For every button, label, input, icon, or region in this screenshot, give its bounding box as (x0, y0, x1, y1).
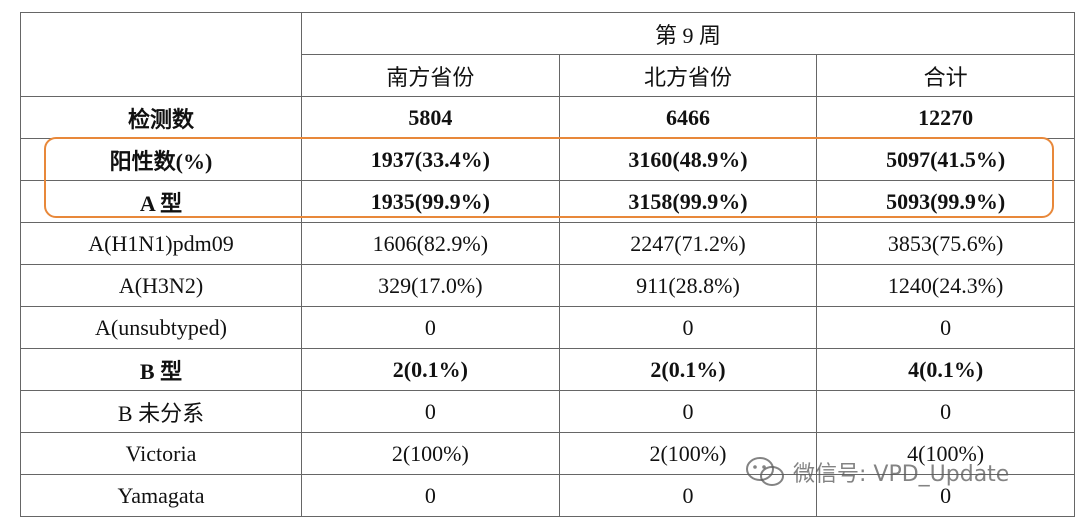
cell: 3160(48.9%) (558, 138, 818, 181)
cell: 3853(75.6%) (816, 222, 1075, 265)
highlight-box (44, 137, 1054, 218)
table-row: Victoria 2(100%) 2(100%) 4(100%) (20, 432, 1075, 475)
corner-cell (20, 12, 302, 97)
cell: Victoria (20, 432, 302, 475)
watermark-text: 微信号: VPD_Update (793, 462, 1010, 487)
cell: 1606(82.9%) (301, 222, 560, 265)
table-row: A(H3N2) 329(17.0%) 911(28.8%) 1240(24.3%) (20, 264, 1075, 307)
cell: 0 (816, 306, 1075, 349)
header-row: 南方省份 北方省份 合计 (21, 54, 1075, 97)
wechat-icon (746, 457, 784, 486)
cell: 2(100%) (301, 432, 560, 475)
cell: A(H3N2) (20, 264, 302, 307)
cell: 12270 (816, 96, 1075, 139)
cell: 0 (558, 306, 818, 349)
table-row: Yamagata 0 0 0 (20, 474, 1075, 517)
cell: A(unsubtyped) (20, 306, 302, 349)
column-header: 合计 (816, 54, 1075, 97)
cell: 0 (816, 390, 1075, 433)
table-row: B 未分系 0 0 0 (20, 390, 1075, 433)
column-header: 北方省份 (558, 54, 818, 97)
cell: 2(0.1%) (558, 348, 818, 391)
cell: 911(28.8%) (558, 264, 818, 307)
cell: 5804 (301, 96, 560, 139)
cell: 0 (558, 390, 818, 433)
cell: 检测数 (20, 96, 302, 139)
cell: 329(17.0%) (301, 264, 560, 307)
cell: 0 (558, 474, 818, 517)
cell: 4(100%) (816, 432, 1075, 475)
cell: 4(0.1%) (816, 348, 1075, 391)
column-header: 南方省份 (301, 54, 560, 97)
period-header: 第 9 周 (301, 12, 1075, 55)
cell: 0 (816, 474, 1075, 517)
cell: 3158(99.9%) (558, 180, 818, 223)
header-row: 第 9 周 (20, 12, 1075, 97)
cell: B 型 (20, 348, 302, 391)
cell: 0 (301, 474, 560, 517)
cell: 0 (301, 306, 560, 349)
data-table: 第 9 周 南方省份 北方省份 合计 检测数 5804 6466 12270 阳性数(… (20, 12, 1075, 517)
cell: 6466 (558, 96, 818, 139)
table-row: A(unsubtyped) 0 0 0 (20, 306, 1075, 349)
cell: 0 (301, 390, 560, 433)
cell: Yamagata (20, 474, 302, 517)
cell: 1240(24.3%) (816, 264, 1075, 307)
cell: 5093(99.9%) (816, 180, 1075, 223)
table-row: A 型 1935(99.9%) 3158(99.9%) 5093(99.9%) (20, 180, 1075, 223)
cell: 2247(71.2%) (558, 222, 818, 265)
cell: 2(0.1%) (301, 348, 560, 391)
watermark: 微信号: VPD_Update (745, 456, 1009, 488)
table-row: 检测数 5804 6466 12270 (20, 96, 1075, 139)
cell: A(H1N1)pdm09 (20, 222, 302, 265)
table-row: B 型 2(0.1%) 2(0.1%) 4(0.1%) (20, 348, 1075, 391)
cell: B 未分系 (20, 390, 302, 433)
table-row: A(H1N1)pdm09 1606(82.9%) 2247(71.2%) 3853(7… (20, 222, 1075, 265)
